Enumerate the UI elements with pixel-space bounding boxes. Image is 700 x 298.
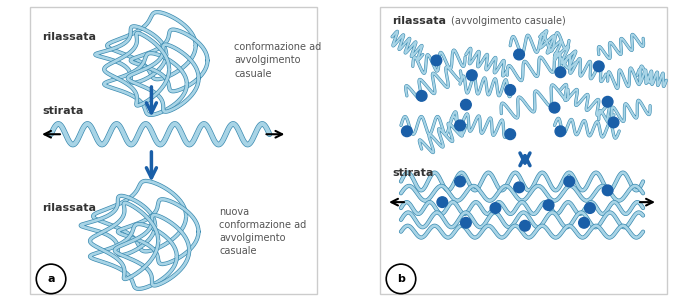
Circle shape: [514, 49, 524, 60]
Circle shape: [455, 176, 466, 187]
Circle shape: [543, 200, 554, 210]
Circle shape: [402, 126, 412, 136]
Text: rilassata: rilassata: [392, 16, 446, 26]
Circle shape: [514, 182, 524, 193]
Circle shape: [461, 218, 471, 228]
Circle shape: [386, 264, 416, 294]
Text: stirata: stirata: [42, 105, 83, 116]
Circle shape: [36, 264, 66, 294]
Circle shape: [455, 120, 466, 131]
Circle shape: [466, 70, 477, 80]
Circle shape: [602, 97, 613, 107]
Text: nuova
conformazione ad
avvolgimento
casuale: nuova conformazione ad avvolgimento casu…: [219, 207, 307, 257]
Text: conformazione ad
avvolgimento
casuale: conformazione ad avvolgimento casuale: [234, 42, 321, 79]
Circle shape: [602, 185, 613, 196]
FancyBboxPatch shape: [30, 7, 316, 294]
Circle shape: [608, 117, 619, 128]
Circle shape: [490, 203, 500, 213]
Circle shape: [461, 100, 471, 110]
Circle shape: [555, 67, 566, 77]
Circle shape: [519, 221, 531, 231]
Circle shape: [550, 102, 560, 113]
Circle shape: [584, 203, 595, 213]
Text: a: a: [48, 274, 55, 284]
Text: stirata: stirata: [392, 167, 433, 178]
Text: rilassata: rilassata: [42, 203, 96, 213]
Text: (avvolgimento casuale): (avvolgimento casuale): [452, 16, 566, 26]
FancyBboxPatch shape: [380, 7, 666, 294]
Circle shape: [505, 129, 515, 139]
Circle shape: [505, 85, 515, 95]
Circle shape: [431, 55, 442, 66]
Circle shape: [416, 91, 427, 101]
Text: rilassata: rilassata: [42, 32, 96, 42]
Text: b: b: [397, 274, 405, 284]
Circle shape: [594, 61, 604, 72]
Circle shape: [579, 218, 589, 228]
Circle shape: [555, 126, 566, 136]
Circle shape: [437, 197, 447, 207]
Circle shape: [564, 176, 575, 187]
